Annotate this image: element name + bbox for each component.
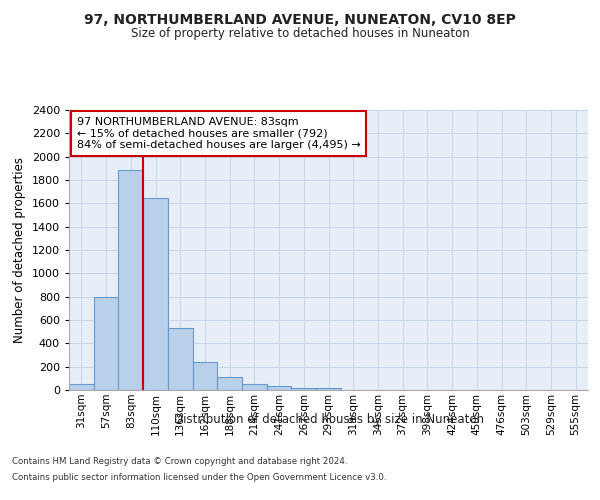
Text: 97 NORTHUMBERLAND AVENUE: 83sqm
← 15% of detached houses are smaller (792)
84% o: 97 NORTHUMBERLAND AVENUE: 83sqm ← 15% of… [77,117,361,150]
Bar [168,328,193,390]
Y-axis label: Number of detached properties: Number of detached properties [13,157,26,343]
Bar [217,378,242,390]
Bar [69,384,94,390]
Text: Contains public sector information licensed under the Open Government Licence v3: Contains public sector information licen… [12,472,386,482]
Bar [118,170,143,390]
Bar [143,198,168,390]
Text: Distribution of detached houses by size in Nuneaton: Distribution of detached houses by size … [174,412,484,426]
Bar [316,388,341,390]
Text: Contains HM Land Registry data © Crown copyright and database right 2024.: Contains HM Land Registry data © Crown c… [12,458,347,466]
Bar [94,296,118,390]
Text: 97, NORTHUMBERLAND AVENUE, NUNEATON, CV10 8EP: 97, NORTHUMBERLAND AVENUE, NUNEATON, CV1… [84,12,516,26]
Bar [292,388,316,390]
Text: Size of property relative to detached houses in Nuneaton: Size of property relative to detached ho… [131,28,469,40]
Bar [242,384,267,390]
Bar [267,386,292,390]
Bar [193,362,217,390]
